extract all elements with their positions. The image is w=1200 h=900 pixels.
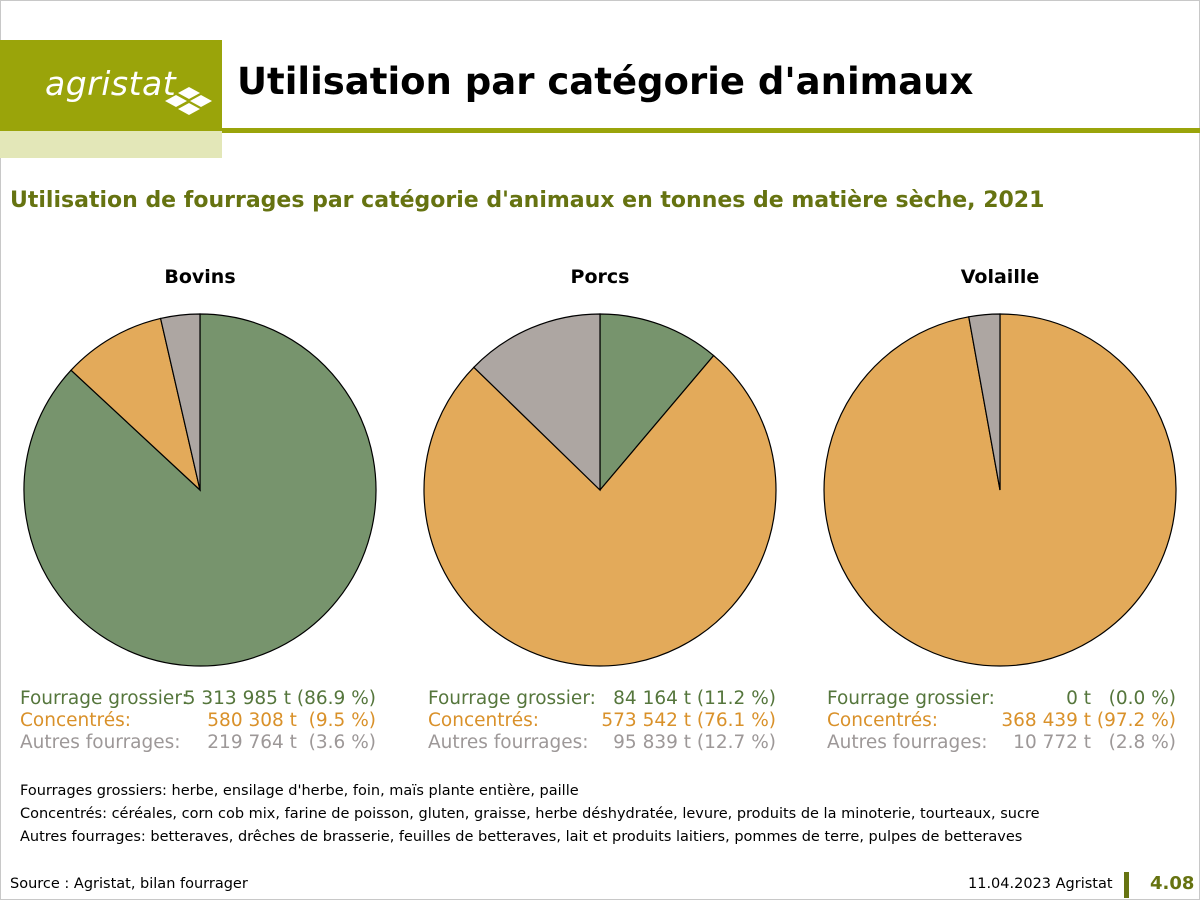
legend-value: 580 308 t (9.5 %) <box>207 710 376 731</box>
legend-row-concentres: Concentrés: 573 542 t (76.1 %) <box>428 710 776 732</box>
slice-fourrage-grossier <box>599 313 715 492</box>
legend-label: Fourrage grossier: <box>827 688 995 709</box>
pie-title-bovins: Bovins <box>164 266 236 288</box>
legend-row-autres: Autres fourrages: 219 764 t (3.6 %) <box>20 732 376 754</box>
page-title: Utilisation par catégorie d'animaux <box>237 60 974 103</box>
slice-concentres <box>423 354 777 667</box>
legend-row-concentres: Concentrés: 368 439 t (97.2 %) <box>827 710 1176 732</box>
legend-value: 573 542 t (76.1 %) <box>601 710 776 731</box>
slice-autres-fourrages <box>159 313 201 491</box>
legend-label: Autres fourrages: <box>827 732 988 753</box>
legend-value: 10 772 t (2.8 %) <box>1013 732 1176 753</box>
legend-value: 219 764 t (3.6 %) <box>207 732 376 753</box>
legend-value: 95 839 t (12.7 %) <box>613 732 776 753</box>
pie-title-volaille: Volaille <box>960 266 1040 288</box>
legend-porcs: Fourrage grossier: 84 164 t (11.2 %) Con… <box>428 688 776 754</box>
note-fourrages-grossiers: Fourrages grossiers: herbe, ensilage d'h… <box>20 783 579 799</box>
legend-value: 368 439 t (97.2 %) <box>1001 710 1176 731</box>
slice-autres-fourrages <box>968 313 1001 491</box>
legend-label: Autres fourrages: <box>428 732 589 753</box>
logo-text: agristat <box>45 64 177 103</box>
legend-row-autres: Autres fourrages: 10 772 t (2.8 %) <box>827 732 1176 754</box>
slice-autres-fourrages <box>473 313 601 492</box>
legend-bovins: Fourrage grossier: 5 313 985 t (86.9 %) … <box>20 688 376 754</box>
definitions-notes: Fourrages grossiers: herbe, ensilage d'h… <box>20 780 1040 849</box>
legend-value: 5 313 985 t (86.9 %) <box>183 688 376 709</box>
legend-row-grossier: Fourrage grossier: 0 t (0.0 %) <box>827 688 1176 710</box>
legend-row-concentres: Concentrés: 580 308 t (9.5 %) <box>20 710 376 732</box>
logo-underband <box>0 131 222 158</box>
note-autres-fourrages: Autres fourrages: betteraves, drêches de… <box>20 829 1023 845</box>
note-concentres: Concentrés: céréales, corn cob mix, fari… <box>20 806 1040 822</box>
legend-label: Concentrés: <box>428 710 539 731</box>
footer-divider <box>1124 872 1129 898</box>
legend-value: 84 164 t (11.2 %) <box>613 688 776 709</box>
legend-value: 0 t (0.0 %) <box>1066 688 1176 709</box>
logo-diamond-icon <box>165 87 212 115</box>
logo-box <box>0 40 222 131</box>
footer-source: Source : Agristat, bilan fourrager <box>10 876 248 892</box>
legend-row-grossier: Fourrage grossier: 84 164 t (11.2 %) <box>428 688 776 710</box>
footer-date: 11.04.2023 Agristat <box>968 876 1113 892</box>
chart-subtitle: Utilisation de fourrages par catégorie d… <box>10 188 1045 213</box>
legend-row-grossier: Fourrage grossier: 5 313 985 t (86.9 %) <box>20 688 376 710</box>
legend-label: Fourrage grossier: <box>428 688 596 709</box>
legend-label: Autres fourrages: <box>20 732 181 753</box>
legend-label: Concentrés: <box>827 710 938 731</box>
slice-concentres <box>70 317 202 492</box>
page-number: 4.08 <box>1150 873 1195 894</box>
legend-label: Fourrage grossier: <box>20 688 188 709</box>
legend-label: Concentrés: <box>20 710 131 731</box>
pie-title-porcs: Porcs <box>570 266 630 288</box>
header-rule <box>222 128 1200 133</box>
legend-row-autres: Autres fourrages: 95 839 t (12.7 %) <box>428 732 776 754</box>
legend-volaille: Fourrage grossier: 0 t (0.0 %) Concentré… <box>827 688 1176 754</box>
